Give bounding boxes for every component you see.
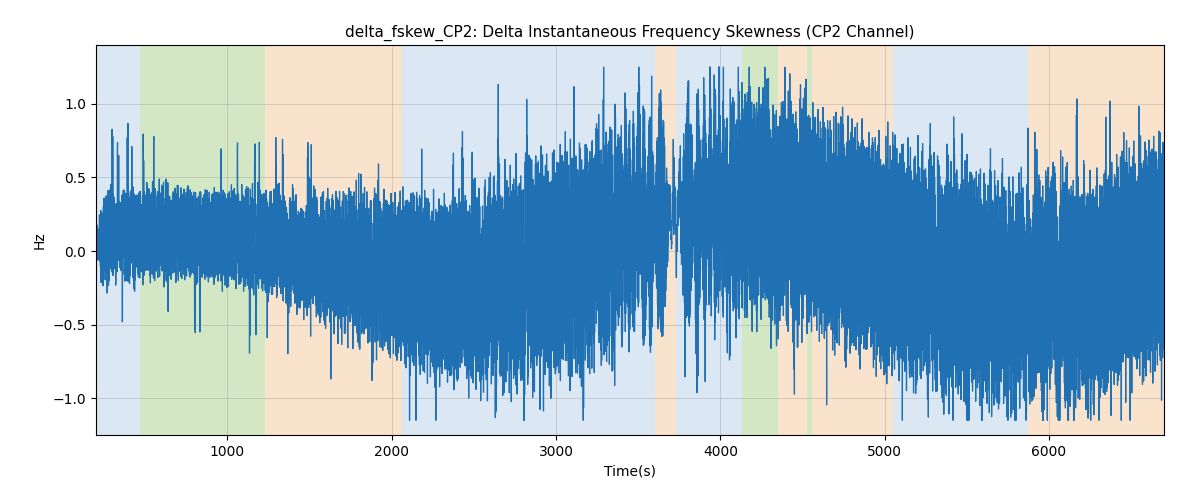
Bar <box>893 45 1027 435</box>
Bar <box>265 45 402 435</box>
Bar <box>655 45 676 435</box>
Bar <box>96 45 140 435</box>
Y-axis label: Hz: Hz <box>34 231 47 249</box>
Bar <box>742 45 778 435</box>
X-axis label: Time(s): Time(s) <box>604 464 656 478</box>
Bar <box>676 45 742 435</box>
Bar <box>812 45 893 435</box>
Bar <box>1027 45 1164 435</box>
Title: delta_fskew_CP2: Delta Instantaneous Frequency Skewness (CP2 Channel): delta_fskew_CP2: Delta Instantaneous Fre… <box>346 24 914 41</box>
Bar <box>808 45 812 435</box>
Bar <box>402 45 655 435</box>
Bar <box>140 45 265 435</box>
Bar <box>778 45 808 435</box>
